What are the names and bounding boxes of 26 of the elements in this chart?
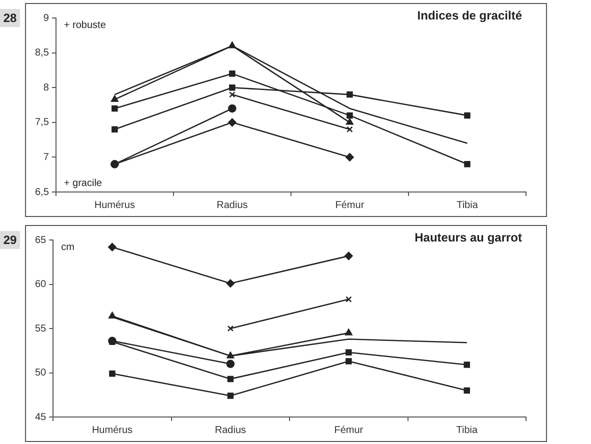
annotation: + robuste	[64, 20, 106, 31]
annotation: + gracile	[64, 178, 102, 189]
y-tick-label: 45	[35, 412, 47, 423]
y-tick-label: 7	[43, 152, 50, 163]
x-tick-label: Humérus	[92, 424, 133, 436]
y-tick-label: 7,5	[34, 117, 50, 128]
y-tick-label: 50	[35, 368, 47, 378]
y-tick-label: 65	[35, 234, 47, 246]
x-tick-label: Humérus	[94, 200, 135, 211]
y-tick-label: 60	[35, 279, 47, 290]
y-tick-label: 8,5	[34, 48, 50, 59]
text: 29	[0, 231, 20, 249]
text: 28	[0, 9, 20, 27]
y-tick-label: 55	[35, 323, 47, 334]
x-tick-label: Radius	[216, 200, 248, 211]
x-tick-label: Fémur	[335, 200, 365, 211]
chart-title: Indices de gracilté	[417, 8, 522, 22]
chart-title: Hauteurs au garrot	[414, 230, 522, 244]
x-tick-label: Radius	[214, 424, 246, 436]
y-tick-label: 9	[43, 12, 50, 24]
y-tick-label: 8	[43, 82, 50, 94]
y-tick-label: 6,5	[34, 186, 50, 198]
annotation: cm	[61, 242, 74, 253]
x-tick-label: Tibia	[456, 424, 478, 436]
x-tick-label: Tibia	[456, 200, 478, 211]
x-tick-label: Fémur	[334, 424, 364, 436]
